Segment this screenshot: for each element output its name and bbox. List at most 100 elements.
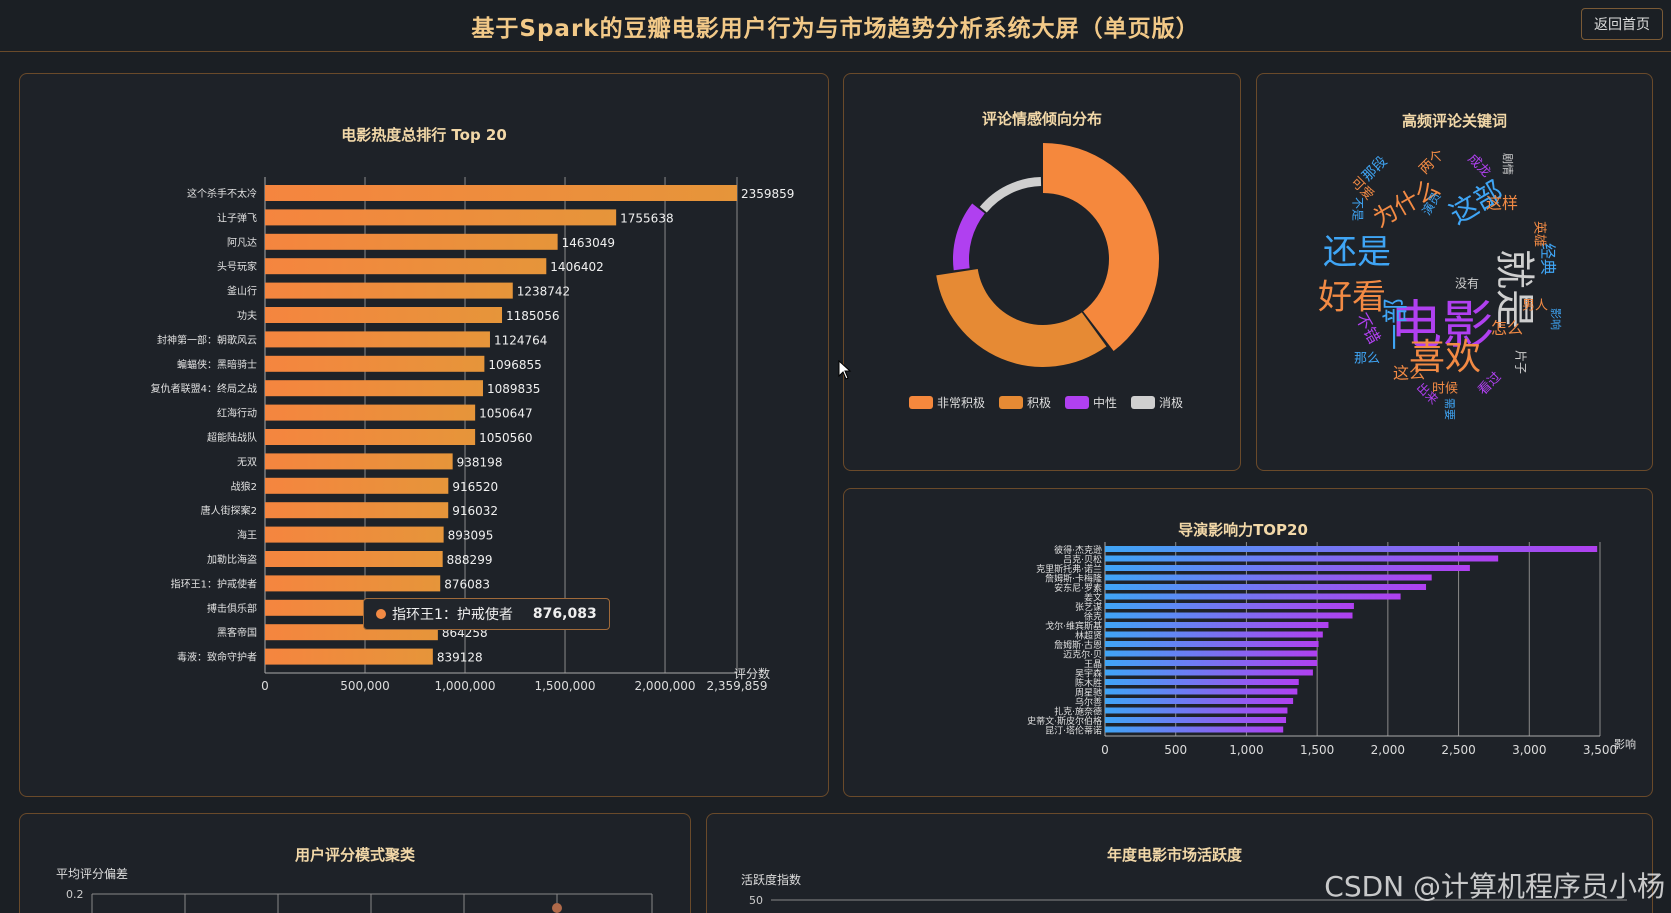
- director-category-label: 乌尔善: [1075, 696, 1102, 708]
- movie-value-label: 938198: [457, 455, 503, 469]
- movie-bar: [265, 331, 490, 348]
- movie-value-label: 1755638: [620, 211, 673, 225]
- sentiment-donut-chart: [936, 143, 1159, 367]
- movie-category-label: 战狼2: [231, 480, 257, 493]
- director-category-label: 迈克尔·贝: [1063, 649, 1102, 661]
- sentiment-panel: 评论情感倾向分布 非常积极 积极 中性 消极: [843, 73, 1241, 471]
- back-home-button[interactable]: 返回首页: [1581, 8, 1663, 40]
- movie-ranking-panel: 电影热度总排行 Top 20 这个杀手不太冷 2359859 让子弹飞 1755638…: [19, 73, 829, 797]
- director-bar: [1105, 650, 1318, 657]
- keywords-title: 高频评论关键词: [1401, 112, 1507, 130]
- keyword-word: 就是: [1491, 249, 1537, 329]
- movie-category-label: 超能陆战队: [207, 431, 257, 444]
- movie-bar: [265, 502, 449, 519]
- movie-value-label: 1463049: [562, 236, 615, 250]
- director-category-label: 詹姆斯·卡梅隆: [1045, 573, 1102, 585]
- keyword-word: 怎么: [1491, 319, 1523, 338]
- legend-item[interactable]: 中性: [1065, 394, 1117, 411]
- movie-category-label: 阿凡达: [227, 237, 257, 249]
- director-category-label: 安东尼·罗素: [1054, 582, 1102, 594]
- director-category-label: 张艺谋: [1075, 602, 1102, 613]
- x-tick-label: 2,000: [1371, 743, 1405, 757]
- tooltip-name: 指环王1：护戒使者: [392, 607, 513, 623]
- activity-ytick: 50: [749, 894, 763, 907]
- x-tick-label: 0: [261, 679, 269, 693]
- director-category-label: 周星驰: [1075, 687, 1102, 699]
- market-activity-panel: 年度电影市场活跃度 活跃度指数 50: [706, 813, 1653, 913]
- legend-label: 消极: [1159, 396, 1184, 410]
- movie-bar: [265, 185, 737, 201]
- movie-value-label: 888299: [447, 553, 493, 567]
- movie-tooltip: 指环王1：护戒使者 876,083: [363, 598, 610, 630]
- director-category-label: 克里斯托弗·诺兰: [1036, 563, 1102, 575]
- director-bar: [1105, 707, 1288, 714]
- director-category-label: 陈木胜: [1075, 677, 1102, 689]
- mouse-cursor-icon: [838, 360, 852, 380]
- movie-category-label: 封神第一部：朝歌风云: [157, 333, 257, 346]
- x-tick-label: 1,000,000: [434, 679, 495, 693]
- movie-category-label: 指环王1：护戒使者: [171, 577, 257, 590]
- director-bar: [1105, 555, 1499, 562]
- director-bar: [1105, 717, 1287, 723]
- keyword-word: 经典: [1539, 243, 1558, 275]
- movie-category-label: 海王: [237, 529, 257, 542]
- movie-bar: [265, 258, 547, 275]
- keyword-word: 还是: [1323, 233, 1391, 273]
- movie-bar: [265, 355, 485, 372]
- movie-value-label: 1406402: [550, 260, 603, 274]
- director-category-label: 戈尔·维宾斯基: [1045, 620, 1102, 632]
- movie-category-label: 搏击俱乐部: [207, 602, 257, 615]
- director-bar: [1105, 565, 1470, 571]
- legend-item[interactable]: 积极: [999, 394, 1051, 411]
- x-tick-label: 1,000: [1229, 743, 1263, 757]
- page-title: 基于Spark的豆瓣电影用户行为与市场趋势分析系统大屏（单页版）: [471, 15, 1200, 42]
- rating-cluster-chart: 平均评分偏差 0.2: [56, 866, 653, 913]
- movie-category-label: 红海行动: [217, 407, 257, 420]
- movie-category-label: 毒液：致命守护者: [177, 651, 257, 664]
- x-tick-label: 500,000: [340, 679, 390, 693]
- x-axis-label: 影响: [1614, 738, 1636, 751]
- keyword-word: 时候: [1432, 382, 1458, 397]
- legend-swatch: [999, 396, 1024, 409]
- movie-category-label: 无双: [237, 456, 257, 468]
- movie-value-label: 916520: [452, 480, 498, 494]
- activity-ylabel: 活跃度指数: [741, 872, 801, 887]
- cluster-ylabel: 平均评分偏差: [56, 866, 128, 881]
- legend-label: 积极: [1027, 396, 1052, 410]
- director-category-label: 吕克·贝松: [1063, 554, 1102, 566]
- director-bar: [1105, 603, 1354, 609]
- director-bar: [1105, 631, 1323, 638]
- movie-bar: [265, 429, 476, 445]
- legend-swatch: [1131, 396, 1156, 409]
- director-title: 导演影响力TOP20: [1178, 521, 1308, 539]
- director-bar: [1105, 679, 1299, 685]
- keyword-word: 好看: [1318, 278, 1386, 318]
- director-bar: [1105, 593, 1401, 600]
- movie-value-label: 1238742: [517, 285, 570, 299]
- movie-bar: [265, 648, 433, 665]
- director-bar: [1105, 584, 1427, 590]
- movie-value-label: 1089835: [487, 382, 540, 396]
- legend-item[interactable]: 消极: [1131, 394, 1183, 411]
- director-category-label: 昆汀·塔伦蒂诺: [1045, 725, 1102, 737]
- director-category-label: 林超贤: [1075, 630, 1102, 642]
- sentiment-slice: [953, 203, 985, 271]
- director-category-label: 詹姆斯·古恩: [1054, 639, 1102, 651]
- movie-value-label: 1185056: [506, 309, 559, 323]
- header: 基于Spark的豆瓣电影用户行为与市场趋势分析系统大屏（单页版） 返回首页: [0, 0, 1671, 52]
- movie-category-label: 头号玩家: [217, 260, 257, 273]
- market-activity-chart: 活跃度指数 50: [741, 872, 1627, 907]
- director-bar: [1105, 698, 1294, 704]
- movie-category-label: 釜山行: [227, 285, 257, 298]
- director-bar: [1105, 660, 1318, 666]
- keyword-word: 这么: [1393, 364, 1425, 383]
- x-tick-label: 2,359,859: [706, 679, 767, 693]
- movie-bar: [265, 233, 558, 250]
- x-tick-label: 1,500: [1300, 743, 1334, 757]
- keyword-word: 不是: [1351, 197, 1365, 221]
- legend-item[interactable]: 非常积极: [909, 394, 985, 411]
- movie-category-label: 功夫: [237, 310, 257, 322]
- director-bar: [1105, 641, 1319, 647]
- movie-category-label: 复仇者联盟4：终局之战: [151, 382, 257, 395]
